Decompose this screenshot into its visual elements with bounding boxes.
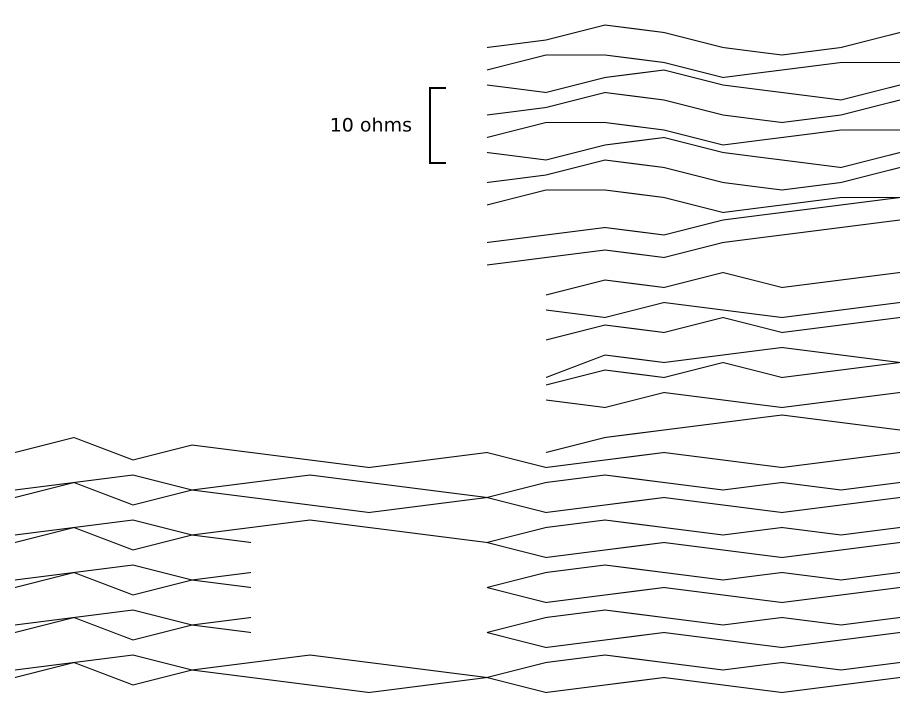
- trace: [486, 197, 901, 243]
- trace: [545, 271, 901, 296]
- trace: [14, 661, 901, 694]
- trace: [14, 474, 901, 499]
- trace: [14, 564, 901, 588]
- trace: [545, 316, 901, 341]
- trace: [545, 391, 901, 409]
- trace: [486, 122, 900, 146]
- trace: [486, 136, 901, 169]
- trace: [14, 616, 901, 649]
- trace: [14, 526, 901, 559]
- trace: [486, 219, 901, 266]
- trace: [545, 301, 901, 319]
- trace: [486, 159, 901, 191]
- scale-bar-label: 10 ohms: [330, 115, 412, 137]
- trace: [14, 519, 901, 544]
- trace: [14, 436, 901, 469]
- trace: [545, 414, 901, 453]
- trace: [486, 91, 901, 124]
- trace: [14, 481, 901, 514]
- trace: [14, 609, 901, 633]
- trace: [545, 346, 901, 378]
- trace: [486, 24, 901, 56]
- scale-bar: [429, 87, 446, 164]
- trace: [545, 361, 901, 386]
- trace: [14, 654, 901, 679]
- trace: [486, 189, 900, 214]
- trace: [486, 69, 901, 101]
- trace: [486, 54, 900, 79]
- trace: [14, 571, 901, 604]
